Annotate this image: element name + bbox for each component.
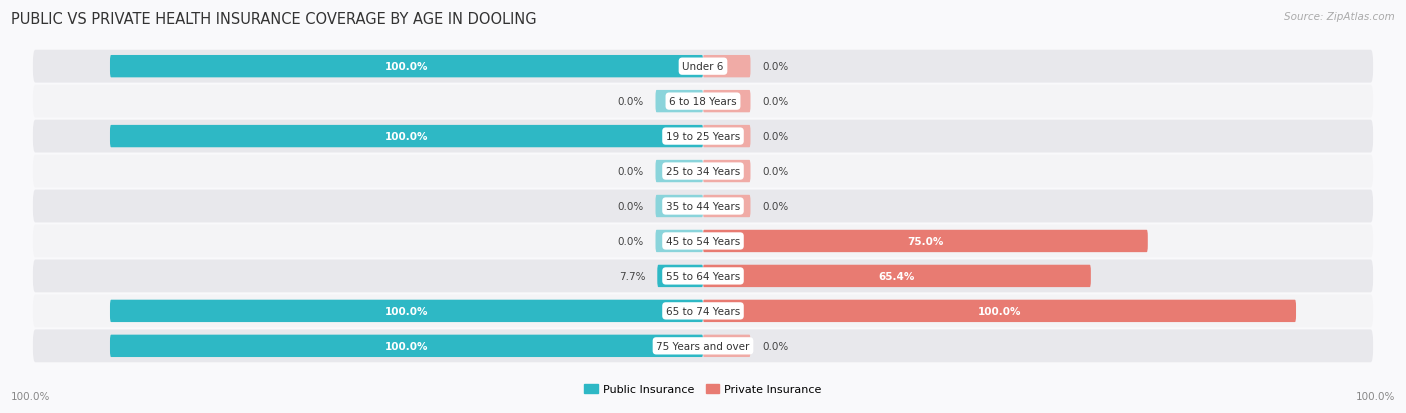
FancyBboxPatch shape [110, 300, 703, 322]
FancyBboxPatch shape [110, 56, 703, 78]
Text: 7.7%: 7.7% [619, 271, 645, 281]
FancyBboxPatch shape [703, 91, 751, 113]
FancyBboxPatch shape [655, 91, 703, 113]
FancyBboxPatch shape [32, 225, 1374, 258]
FancyBboxPatch shape [32, 295, 1374, 328]
Text: 25 to 34 Years: 25 to 34 Years [666, 166, 740, 177]
Text: 0.0%: 0.0% [762, 202, 789, 211]
FancyBboxPatch shape [655, 195, 703, 218]
Text: 65.4%: 65.4% [879, 271, 915, 281]
Text: 0.0%: 0.0% [762, 132, 789, 142]
Text: 0.0%: 0.0% [617, 166, 644, 177]
FancyBboxPatch shape [32, 330, 1374, 362]
Text: 100.0%: 100.0% [385, 62, 429, 72]
FancyBboxPatch shape [32, 260, 1374, 293]
FancyBboxPatch shape [655, 161, 703, 183]
Text: Under 6: Under 6 [682, 62, 724, 72]
Text: 19 to 25 Years: 19 to 25 Years [666, 132, 740, 142]
FancyBboxPatch shape [703, 265, 1091, 287]
Text: 100.0%: 100.0% [385, 132, 429, 142]
FancyBboxPatch shape [110, 126, 703, 148]
Text: 75.0%: 75.0% [907, 236, 943, 247]
Text: 0.0%: 0.0% [762, 97, 789, 107]
Text: 100.0%: 100.0% [11, 391, 51, 401]
Text: 6 to 18 Years: 6 to 18 Years [669, 97, 737, 107]
Text: PUBLIC VS PRIVATE HEALTH INSURANCE COVERAGE BY AGE IN DOOLING: PUBLIC VS PRIVATE HEALTH INSURANCE COVER… [11, 12, 537, 27]
Legend: Public Insurance, Private Insurance: Public Insurance, Private Insurance [579, 380, 827, 399]
FancyBboxPatch shape [32, 51, 1374, 83]
FancyBboxPatch shape [703, 126, 751, 148]
Text: 45 to 54 Years: 45 to 54 Years [666, 236, 740, 247]
FancyBboxPatch shape [32, 190, 1374, 223]
Text: 0.0%: 0.0% [617, 236, 644, 247]
FancyBboxPatch shape [110, 335, 703, 357]
FancyBboxPatch shape [655, 230, 703, 252]
Text: 65 to 74 Years: 65 to 74 Years [666, 306, 740, 316]
FancyBboxPatch shape [703, 230, 1147, 252]
Text: 0.0%: 0.0% [617, 202, 644, 211]
Text: 100.0%: 100.0% [977, 306, 1021, 316]
Text: 0.0%: 0.0% [617, 97, 644, 107]
FancyBboxPatch shape [703, 161, 751, 183]
Text: 0.0%: 0.0% [762, 62, 789, 72]
Text: 100.0%: 100.0% [385, 306, 429, 316]
FancyBboxPatch shape [32, 85, 1374, 118]
Text: 100.0%: 100.0% [385, 341, 429, 351]
FancyBboxPatch shape [657, 265, 703, 287]
Text: 55 to 64 Years: 55 to 64 Years [666, 271, 740, 281]
FancyBboxPatch shape [703, 195, 751, 218]
FancyBboxPatch shape [703, 300, 1296, 322]
Text: 75 Years and over: 75 Years and over [657, 341, 749, 351]
FancyBboxPatch shape [32, 155, 1374, 188]
Text: 100.0%: 100.0% [1355, 391, 1395, 401]
Text: 0.0%: 0.0% [762, 341, 789, 351]
FancyBboxPatch shape [32, 120, 1374, 153]
FancyBboxPatch shape [703, 56, 751, 78]
FancyBboxPatch shape [703, 335, 751, 357]
Text: 35 to 44 Years: 35 to 44 Years [666, 202, 740, 211]
Text: 0.0%: 0.0% [762, 166, 789, 177]
Text: Source: ZipAtlas.com: Source: ZipAtlas.com [1284, 12, 1395, 22]
